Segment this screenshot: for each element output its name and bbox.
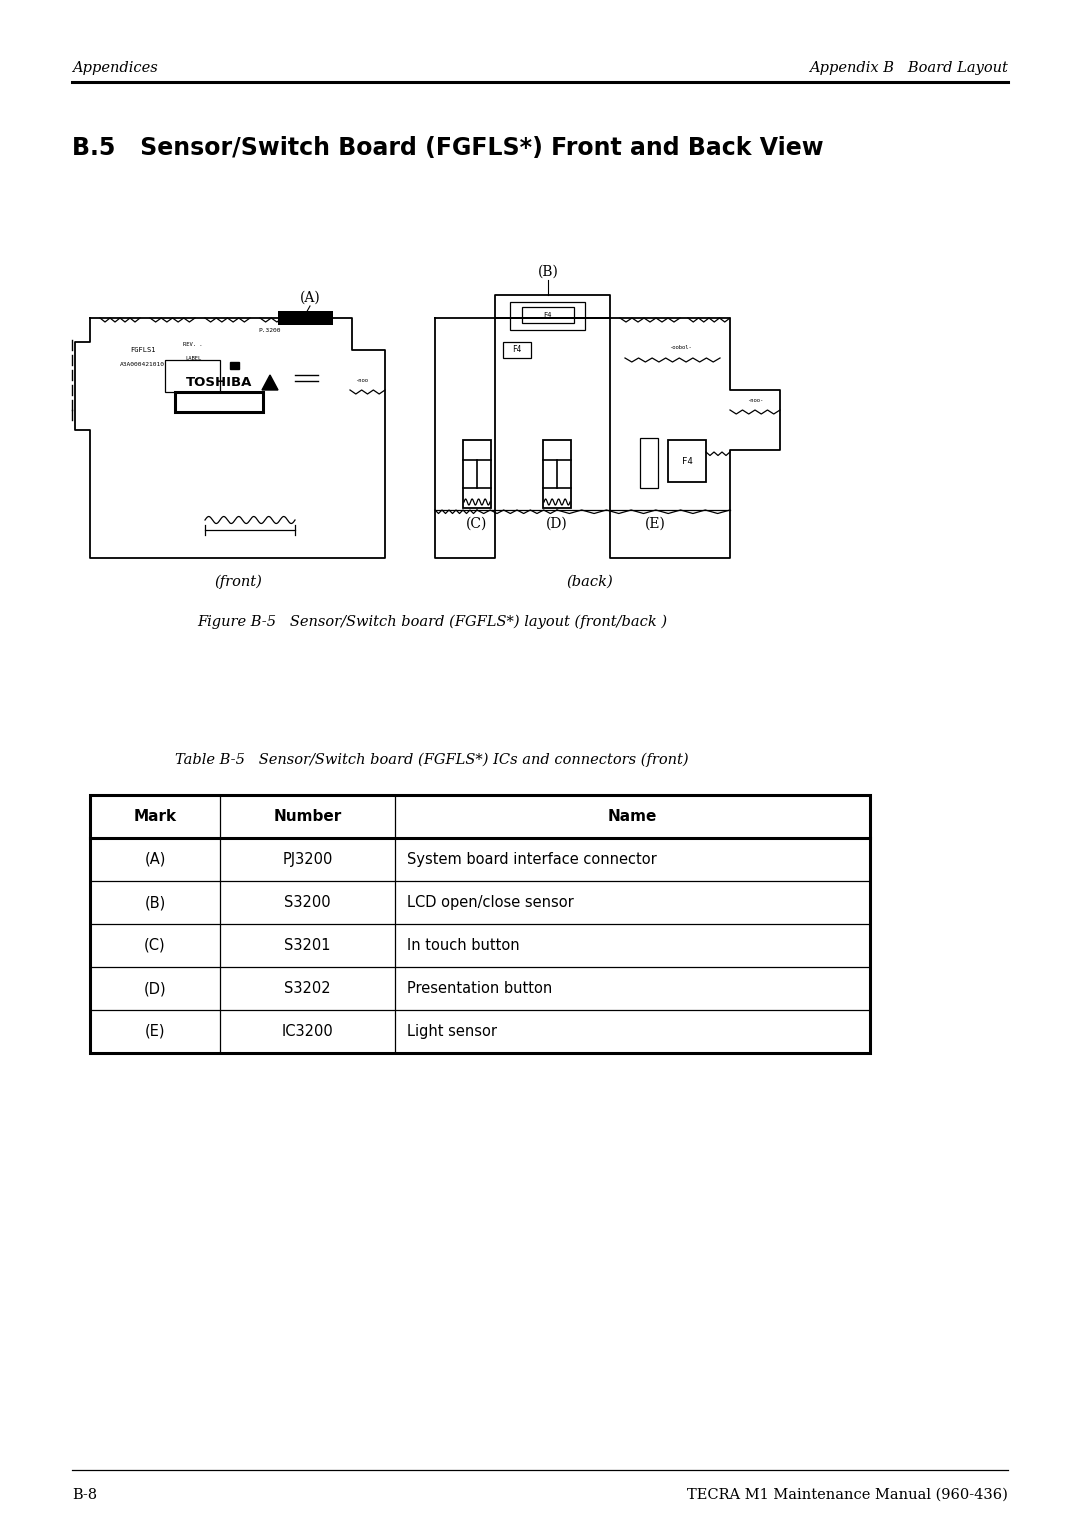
Text: B-8: B-8 xyxy=(72,1488,97,1502)
Text: (D): (D) xyxy=(546,517,568,531)
Text: Light sensor: Light sensor xyxy=(407,1023,497,1039)
Text: Appendices: Appendices xyxy=(72,61,158,75)
Text: IC3200: IC3200 xyxy=(282,1023,334,1039)
Bar xyxy=(230,361,239,369)
Bar xyxy=(278,311,333,325)
Bar xyxy=(510,302,585,329)
Bar xyxy=(640,438,658,488)
Text: System board interface connector: System board interface connector xyxy=(407,852,657,868)
Text: -noo-: -noo- xyxy=(747,398,764,403)
Text: Number: Number xyxy=(273,808,341,824)
Bar xyxy=(669,441,706,482)
Text: S3201: S3201 xyxy=(284,938,330,953)
Text: TECRA M1 Maintenance Manual (960-436): TECRA M1 Maintenance Manual (960-436) xyxy=(687,1488,1008,1502)
Text: FGFLS1: FGFLS1 xyxy=(130,348,156,352)
Bar xyxy=(522,307,573,323)
Bar xyxy=(90,795,870,1052)
Text: A3A000421010: A3A000421010 xyxy=(120,363,165,368)
Text: S3200: S3200 xyxy=(284,895,330,910)
Text: Presentation button: Presentation button xyxy=(407,981,552,996)
Text: Figure B-5   Sensor/Switch board (FGFLS*) layout (front/back ): Figure B-5 Sensor/Switch board (FGFLS*) … xyxy=(197,615,667,630)
Text: (B): (B) xyxy=(538,265,558,279)
Text: Table B-5   Sensor/Switch board (FGFLS*) ICs and connectors (front): Table B-5 Sensor/Switch board (FGFLS*) I… xyxy=(175,753,689,767)
Text: (A): (A) xyxy=(299,291,321,305)
Polygon shape xyxy=(262,375,278,390)
Text: S3202: S3202 xyxy=(284,981,330,996)
Text: F4: F4 xyxy=(681,456,692,465)
Text: (B): (B) xyxy=(145,895,165,910)
Bar xyxy=(175,392,264,412)
Text: PJ3200: PJ3200 xyxy=(282,852,333,868)
Text: F4: F4 xyxy=(512,346,522,354)
Bar xyxy=(463,441,491,508)
Text: (front): (front) xyxy=(214,575,262,589)
Text: (E): (E) xyxy=(645,517,665,531)
Text: F4: F4 xyxy=(543,313,552,319)
Text: (C): (C) xyxy=(145,938,166,953)
Text: REV. .: REV. . xyxy=(184,342,203,346)
Text: -noo: -noo xyxy=(355,378,368,383)
Text: TOSHIBA: TOSHIBA xyxy=(186,375,253,389)
Text: (C): (C) xyxy=(467,517,488,531)
Text: P.3200: P.3200 xyxy=(259,328,281,332)
Text: Mark: Mark xyxy=(134,808,176,824)
Text: LCD open/close sensor: LCD open/close sensor xyxy=(407,895,573,910)
Text: Appendix B   Board Layout: Appendix B Board Layout xyxy=(809,61,1008,75)
Bar xyxy=(503,342,531,358)
Text: (E): (E) xyxy=(145,1023,165,1039)
Bar xyxy=(543,441,571,508)
Text: (back): (back) xyxy=(567,575,613,589)
Bar xyxy=(165,360,220,392)
Text: (A): (A) xyxy=(145,852,165,868)
Text: -oobol-: -oobol- xyxy=(669,345,691,351)
Text: Name: Name xyxy=(608,808,658,824)
Text: LABEL: LABEL xyxy=(185,355,201,360)
Text: B.5   Sensor/Switch Board (FGFLS*) Front and Back View: B.5 Sensor/Switch Board (FGFLS*) Front a… xyxy=(72,136,824,160)
Text: (D): (D) xyxy=(144,981,166,996)
Text: In touch button: In touch button xyxy=(407,938,519,953)
